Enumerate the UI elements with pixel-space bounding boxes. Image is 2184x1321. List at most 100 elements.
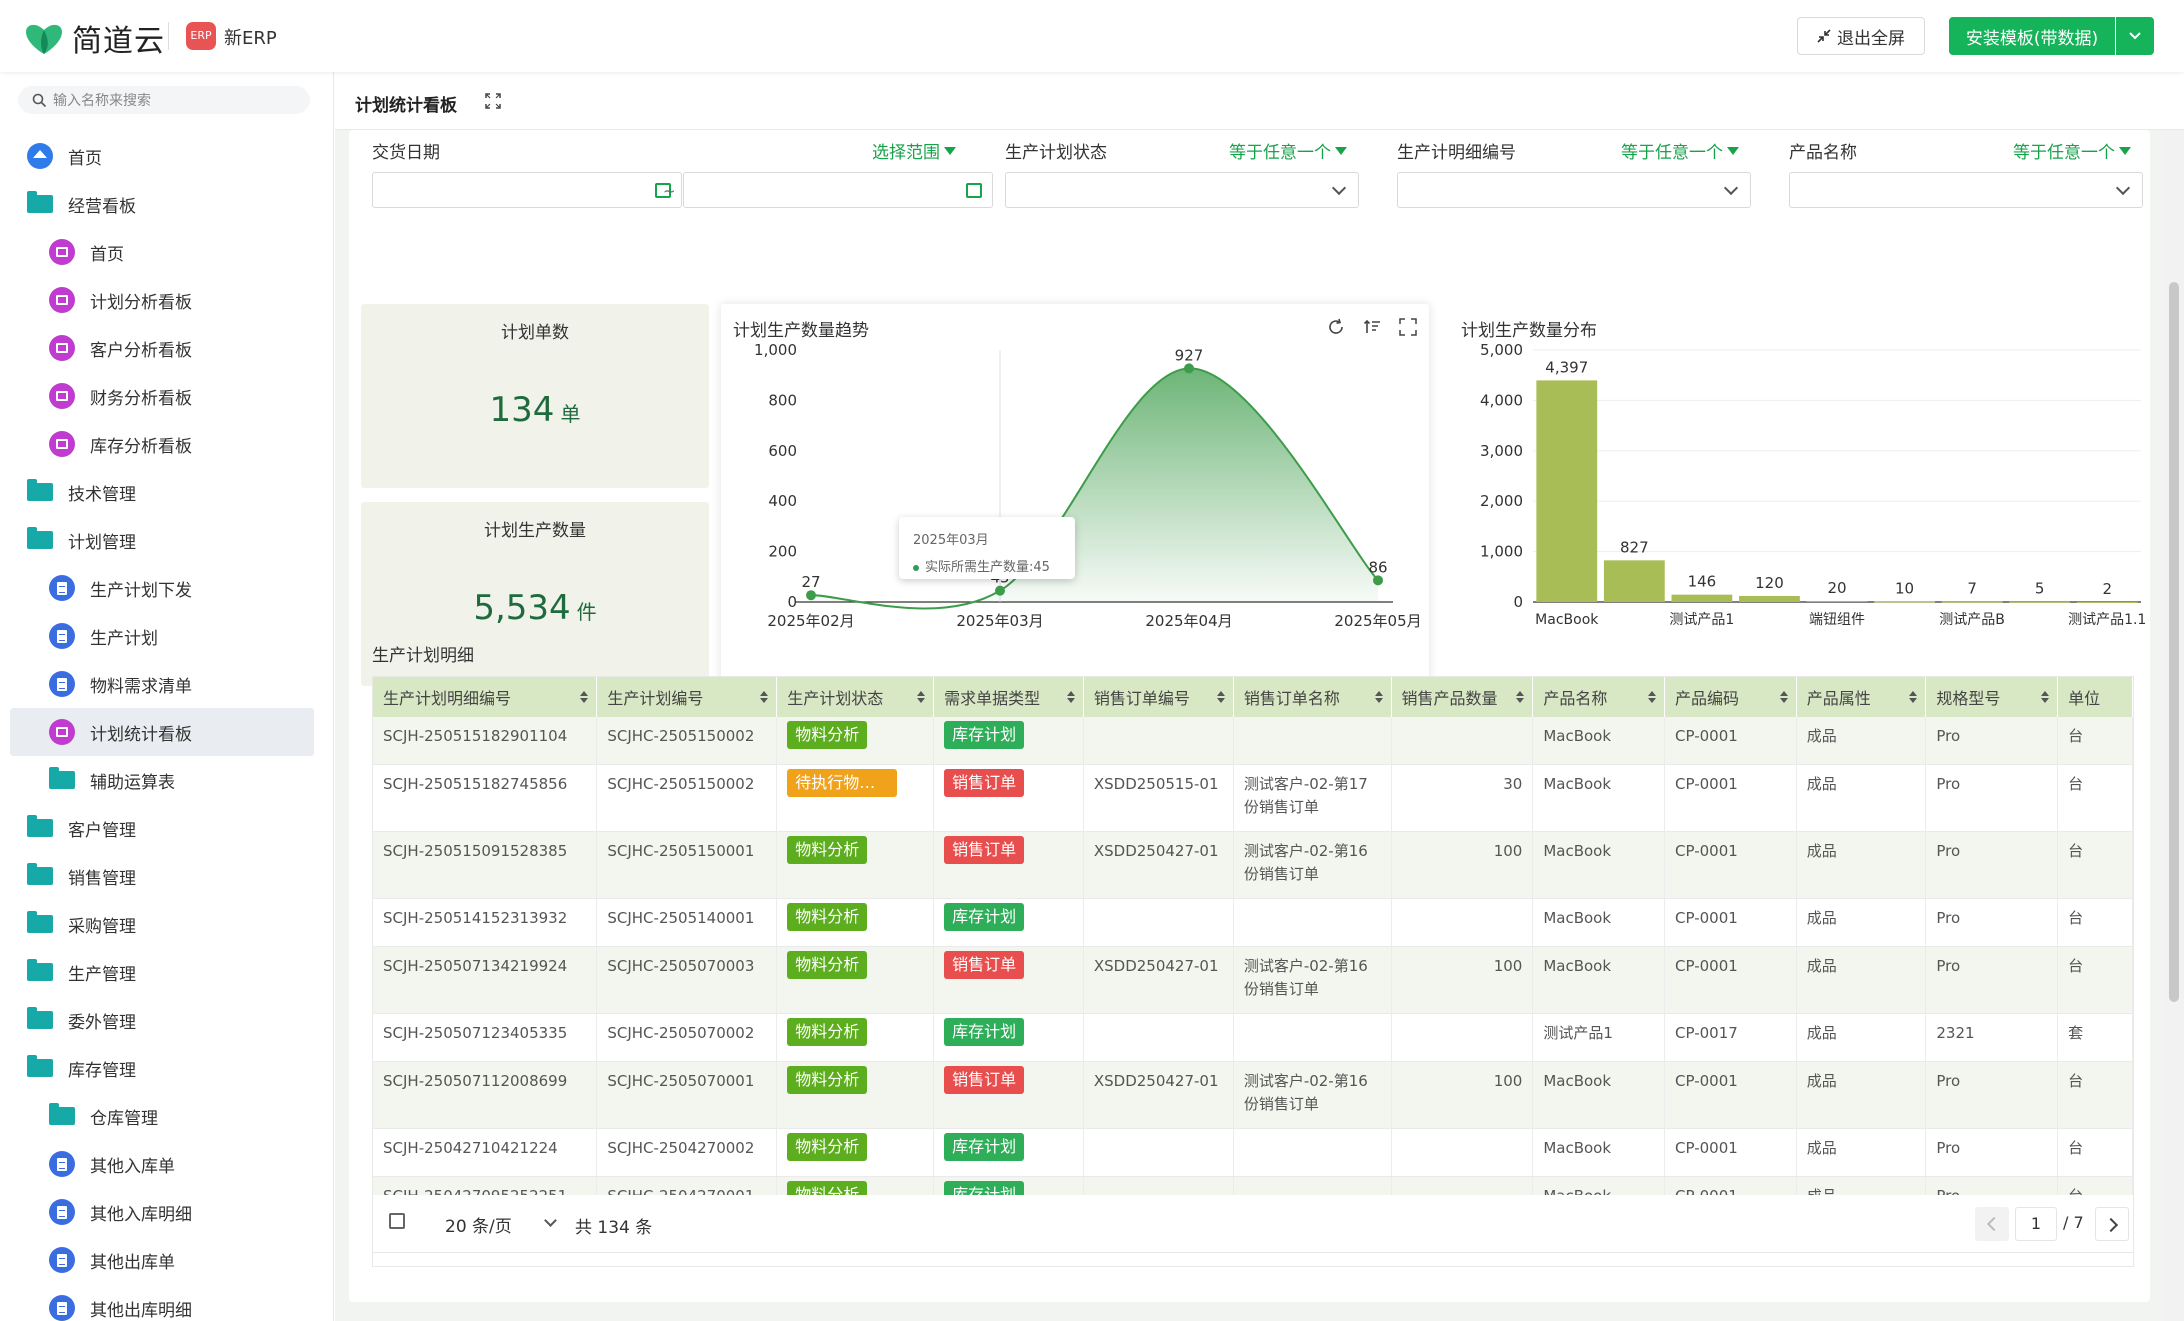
- column-settings-icon[interactable]: [389, 1213, 405, 1229]
- plan-status-select[interactable]: [1005, 172, 1359, 208]
- sidebar-item[interactable]: 生产计划下发: [0, 564, 333, 612]
- table-row[interactable]: SCJH-250514152313932 SCJHC-2505140001 物料分析…: [373, 898, 2133, 947]
- next-page-button[interactable]: [2095, 1207, 2129, 1241]
- sidebar-item[interactable]: 其他入库明细: [0, 1188, 333, 1236]
- bar[interactable]: [1806, 600, 1868, 602]
- sidebar-item[interactable]: 辅助运算表: [0, 756, 333, 804]
- sidebar-item[interactable]: 委外管理: [0, 996, 333, 1044]
- sidebar-item[interactable]: 技术管理: [0, 468, 333, 516]
- sidebar-item[interactable]: 物料需求清单: [0, 660, 333, 708]
- sidebar-item[interactable]: 其他入库单: [0, 1140, 333, 1188]
- scrollbar-thumb[interactable]: [2169, 282, 2179, 1002]
- column-header[interactable]: 需求单据类型: [933, 677, 1084, 717]
- column-header[interactable]: 生产计划明细编号: [373, 677, 598, 717]
- column-header[interactable]: 生产计划状态: [776, 677, 935, 717]
- table-row[interactable]: SCJH-250507123405335 SCJHC-2505070002 物料分析…: [373, 1013, 2133, 1062]
- table-row[interactable]: SCJH-250515182745856 SCJHC-2505150002 待执行物…: [373, 764, 2133, 832]
- sidebar-item[interactable]: 销售管理: [0, 852, 333, 900]
- sort-icon[interactable]: [1066, 691, 1075, 703]
- install-dropdown-button[interactable]: [2116, 17, 2154, 55]
- sort-icon[interactable]: [1363, 318, 1381, 336]
- data-point[interactable]: [1184, 363, 1194, 374]
- prev-page-button[interactable]: [1975, 1207, 2009, 1241]
- cell-detail: SCJH-250515182901104: [373, 717, 598, 765]
- sort-icon[interactable]: [917, 691, 926, 703]
- sidebar-item[interactable]: 生产管理: [0, 948, 333, 996]
- sort-icon[interactable]: [2041, 691, 2050, 703]
- sort-icon[interactable]: [1516, 691, 1525, 703]
- sidebar-item[interactable]: 客户管理: [0, 804, 333, 852]
- table-row[interactable]: SCJH-250515091528385 SCJHC-2505150001 物料分析…: [373, 831, 2133, 899]
- product-name-select[interactable]: [1789, 172, 2143, 208]
- filter-detail-no-op[interactable]: 等于任意一个: [1621, 138, 1739, 163]
- trend-chart[interactable]: 02004006008001,000272025年02月452025年03月92…: [721, 304, 1429, 688]
- sidebar-item[interactable]: 仓库管理: [0, 1092, 333, 1140]
- page-size-select[interactable]: 20 条/页: [435, 1207, 565, 1241]
- column-header[interactable]: 销售产品数量: [1391, 677, 1534, 717]
- sidebar-item[interactable]: 首页: [0, 132, 333, 180]
- sidebar-item[interactable]: 库存管理: [0, 1044, 333, 1092]
- table-row[interactable]: SCJH-250515182901104 SCJHC-2505150002 物料分析…: [373, 717, 2133, 765]
- sidebar-item[interactable]: 其他出库单: [0, 1236, 333, 1284]
- bar[interactable]: [1874, 601, 1935, 603]
- table-row[interactable]: SCJH-250507134219924 SCJHC-2505070003 物料分析…: [373, 946, 2133, 1014]
- bar[interactable]: [1739, 595, 1800, 602]
- bar[interactable]: [2076, 601, 2138, 603]
- cell-plan: SCJHC-2505070001: [596, 1061, 778, 1129]
- column-header[interactable]: 产品名称: [1532, 677, 1666, 717]
- sidebar-item[interactable]: 首页: [0, 228, 333, 276]
- bar[interactable]: [1603, 560, 1665, 602]
- sidebar-item[interactable]: 采购管理: [0, 900, 333, 948]
- filter-delivery-date-op[interactable]: 选择范围: [872, 138, 956, 163]
- refresh-icon[interactable]: [1327, 318, 1345, 336]
- delivery-date-end-input[interactable]: [683, 172, 993, 208]
- sidebar-item[interactable]: 计划分析看板: [0, 276, 333, 324]
- table-row[interactable]: SCJH-250507112008699 SCJHC-2505070001 物料分析…: [373, 1061, 2133, 1129]
- sidebar-item[interactable]: 计划管理: [0, 516, 333, 564]
- current-page-input[interactable]: 1: [2015, 1207, 2057, 1241]
- sort-icon[interactable]: [1216, 691, 1225, 703]
- distribution-chart[interactable]: 0 1,000 2,000 3,000 4,000 5,000 4,397 MacBook 82…: [1449, 304, 2149, 688]
- sort-icon[interactable]: [580, 691, 589, 703]
- bar[interactable]: [1941, 601, 2003, 603]
- sidebar-item[interactable]: 计划统计看板: [10, 708, 314, 756]
- column-header[interactable]: 销售订单编号: [1083, 677, 1234, 717]
- exit-fullscreen-button[interactable]: 退出全屏: [1797, 17, 1925, 55]
- filter-plan-status-op[interactable]: 等于任意一个: [1229, 138, 1347, 163]
- sidebar-item[interactable]: 客户分析看板: [0, 324, 333, 372]
- caret-down-icon: [944, 146, 956, 155]
- data-point[interactable]: [1373, 575, 1383, 586]
- column-header[interactable]: 产品编码: [1664, 677, 1797, 717]
- sidebar-item[interactable]: 生产计划: [0, 612, 333, 660]
- sidebar-item[interactable]: 其他出库明细: [0, 1284, 333, 1321]
- sort-icon[interactable]: [1909, 691, 1918, 703]
- column-header[interactable]: 规格型号: [1925, 677, 2059, 717]
- fullscreen-icon[interactable]: [1399, 318, 1417, 336]
- sidebar-item[interactable]: 库存分析看板: [0, 420, 333, 468]
- sidebar-item[interactable]: 经营看板: [0, 180, 333, 228]
- y-tick-label: 2,000: [1480, 492, 1523, 510]
- column-header[interactable]: 生产计划编号: [596, 677, 778, 717]
- table-row[interactable]: SCJH-25042710421224 SCJHC-2504270002 物料分析 库…: [373, 1128, 2133, 1177]
- filter-product-name-op[interactable]: 等于任意一个: [2013, 138, 2131, 163]
- app-name[interactable]: 新ERP: [224, 28, 277, 49]
- sort-icon[interactable]: [1779, 691, 1788, 703]
- data-point[interactable]: [806, 590, 816, 601]
- delivery-date-start-input[interactable]: [372, 172, 682, 208]
- data-point[interactable]: [995, 585, 1005, 596]
- column-header[interactable]: 单位: [2057, 677, 2133, 717]
- bar[interactable]: [2009, 601, 2071, 603]
- sort-icon[interactable]: [760, 691, 769, 703]
- bar[interactable]: [1671, 594, 1733, 602]
- sidebar-search[interactable]: 输入名称来搜索: [18, 86, 310, 114]
- install-template-button[interactable]: 安装模板(带数据): [1949, 17, 2115, 55]
- column-header[interactable]: 销售订单名称: [1233, 677, 1392, 717]
- detail-no-select[interactable]: [1397, 172, 1751, 208]
- sidebar-item[interactable]: 财务分析看板: [0, 372, 333, 420]
- column-header[interactable]: 产品属性: [1796, 677, 1927, 717]
- sort-icon[interactable]: [1648, 691, 1657, 703]
- fullscreen-icon[interactable]: [485, 93, 501, 109]
- sort-icon[interactable]: [1374, 691, 1383, 703]
- bar[interactable]: [1536, 380, 1598, 602]
- logo[interactable]: 简道云: [22, 16, 165, 60]
